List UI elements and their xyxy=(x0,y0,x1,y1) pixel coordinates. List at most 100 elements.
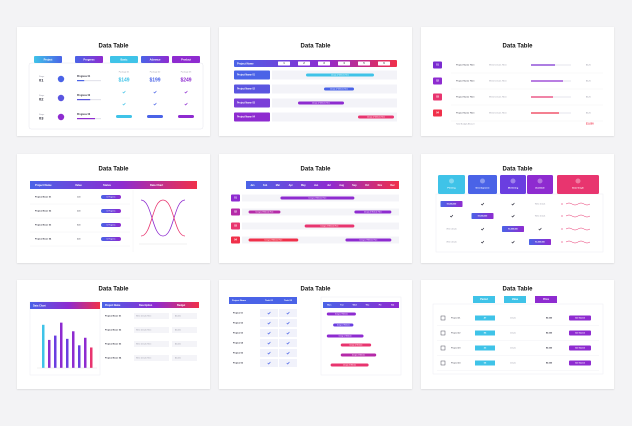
header-label: Data Chart xyxy=(150,183,163,187)
price: $249 xyxy=(180,77,191,83)
header-label: Project Name xyxy=(35,183,52,187)
task-cell xyxy=(279,339,297,347)
gantt-label: Design of Website xyxy=(343,363,356,366)
column-label: 2 xyxy=(303,63,305,65)
row-button-label: Get Started xyxy=(575,361,585,364)
row-label: Project Name 04 xyxy=(237,116,256,119)
row-price: $3,000 xyxy=(546,333,553,335)
month-label: Mar xyxy=(276,184,280,187)
header-label: Task 02 xyxy=(284,300,293,302)
bar xyxy=(60,322,63,368)
table-panel xyxy=(28,62,204,130)
gantt-bar xyxy=(333,323,354,327)
status-pill xyxy=(101,195,121,199)
slide: Data Table Project Name Value Status Data Ch… xyxy=(17,154,210,263)
row-value: 85 xyxy=(484,333,487,335)
month-label: Sep xyxy=(352,184,357,187)
row-name: Project Name Here xyxy=(456,96,475,99)
stage-number: 03 xyxy=(39,116,44,121)
row-price: $3,000 xyxy=(546,363,553,365)
row-button[interactable] xyxy=(569,315,591,321)
slide-title: Data Table xyxy=(301,287,332,293)
buy-button[interactable] xyxy=(116,115,132,118)
progress-label: Progress 02 xyxy=(77,95,91,97)
gantt-header xyxy=(323,302,399,308)
gantt-label: Design of Website Here xyxy=(331,73,349,76)
number-box xyxy=(433,93,442,101)
month-label: Jan xyxy=(250,184,255,187)
row-value: 23 xyxy=(484,348,487,350)
row-label-box xyxy=(234,70,270,80)
slide: Data Table Jan Feb Mar Apr May Jun Jul Aug Sep Oct… xyxy=(219,154,412,263)
buy-button[interactable] xyxy=(147,115,163,118)
row-icon xyxy=(440,330,446,336)
check-icon xyxy=(267,331,271,335)
header-bar xyxy=(30,181,197,189)
gantt-bar xyxy=(298,101,344,105)
gantt-label: Design of Website Here xyxy=(367,115,385,118)
row-number: 03 xyxy=(436,96,439,99)
row-name: Project 06 xyxy=(233,362,244,365)
row-price: $120 xyxy=(586,65,592,67)
budget-cell xyxy=(172,341,197,347)
stage-number: 02 xyxy=(39,97,44,102)
row-name: Project 04 xyxy=(451,362,461,365)
check-icon xyxy=(153,102,157,106)
month-label: Jun xyxy=(314,184,319,187)
row-label: Project Name 02 xyxy=(237,88,256,91)
row-price: $120 xyxy=(586,113,592,115)
column-box xyxy=(318,61,330,66)
row-name: Project Name 01 xyxy=(35,196,52,199)
buy-button[interactable] xyxy=(178,115,194,118)
number-box xyxy=(231,236,240,244)
header-label: Period xyxy=(480,298,488,301)
row-button[interactable] xyxy=(569,360,591,366)
sparkline-dot xyxy=(561,228,563,230)
check-icon xyxy=(267,311,271,315)
column-icon xyxy=(449,178,454,184)
row-name: Project 02 xyxy=(233,322,244,325)
row-button[interactable] xyxy=(569,345,591,351)
month-label: Feb xyxy=(263,184,268,187)
header-label: Description xyxy=(139,304,153,307)
number-box xyxy=(433,61,442,69)
slide-title: Data Table xyxy=(503,44,534,50)
price: $149 xyxy=(118,77,129,83)
check-icon xyxy=(267,341,271,345)
header-bar xyxy=(234,60,397,67)
gantt-label: Design of Website Here xyxy=(321,224,339,227)
highlight-value: $1,000,000 xyxy=(447,204,456,206)
task-cell xyxy=(279,329,297,337)
row-button[interactable] xyxy=(569,330,591,336)
bar xyxy=(72,331,75,368)
description-cell xyxy=(134,313,169,319)
progress-bar xyxy=(531,80,563,82)
header-label: Product xyxy=(181,57,191,61)
month-label: Dec xyxy=(390,184,395,187)
gantt-label: Design of Website Here xyxy=(364,210,382,213)
value-box xyxy=(475,345,495,351)
slide-title: Data Table xyxy=(503,167,534,173)
check-icon xyxy=(184,90,188,94)
sparkline xyxy=(565,202,591,206)
column-label: 1 xyxy=(283,63,285,65)
check-icon xyxy=(267,321,271,325)
gantt-label: Design of Website xyxy=(349,343,362,346)
row-button-label: Get Started xyxy=(575,331,585,334)
number-box xyxy=(231,208,240,216)
day-label: Fri xyxy=(379,305,382,307)
row-price: $3,000 xyxy=(546,348,553,350)
gantt-bar xyxy=(330,363,369,367)
column-icon xyxy=(575,178,581,184)
row-price: $120 xyxy=(586,97,592,99)
row-name: Project 01 xyxy=(451,317,461,320)
gantt-bar xyxy=(248,210,281,214)
gantt-bar xyxy=(326,334,364,338)
row-detail: Write Details Here xyxy=(489,96,507,99)
highlight-value: $1,000,000 xyxy=(535,242,544,244)
column-icon xyxy=(537,178,543,184)
header-label: Project Name xyxy=(232,299,247,302)
progress-bar xyxy=(77,118,95,120)
progress-bar xyxy=(531,112,559,114)
row-budget: $2,000 xyxy=(175,316,181,318)
